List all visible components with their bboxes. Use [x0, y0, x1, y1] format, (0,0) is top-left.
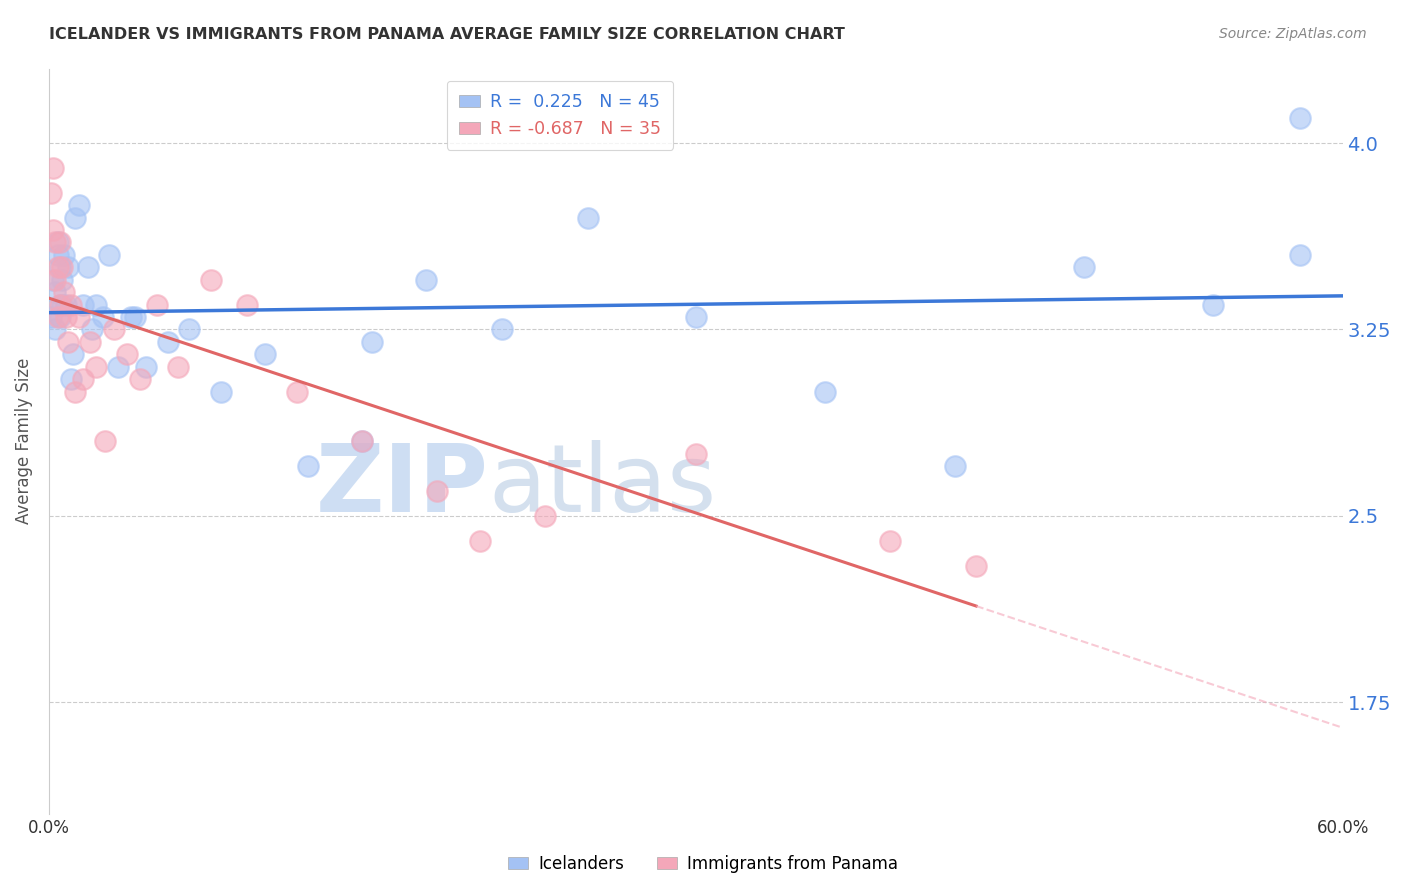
Point: [426, 483, 449, 498]
Point: [879, 533, 901, 548]
Point: [46, 235, 69, 250]
Point: [46, 260, 69, 275]
Point: [103, 322, 125, 336]
Point: [236, 297, 259, 311]
Point: [534, 508, 557, 523]
Point: [42, 223, 65, 237]
Point: [51, 297, 73, 311]
Point: [72, 372, 94, 386]
Legend: Icelanders, Immigrants from Panama: Icelanders, Immigrants from Panama: [501, 848, 905, 880]
Point: [124, 310, 146, 324]
Legend: R =  0.225   N = 45, R = -0.687   N = 35: R = 0.225 N = 45, R = -0.687 N = 35: [447, 81, 673, 150]
Point: [58, 260, 80, 275]
Point: [46, 310, 69, 324]
Text: ICELANDER VS IMMIGRANTS FROM PANAMA AVERAGE FAMILY SIZE CORRELATION CHART: ICELANDER VS IMMIGRANTS FROM PANAMA AVER…: [49, 27, 845, 42]
Point: [48, 235, 70, 250]
Point: [86, 297, 108, 311]
Point: [1073, 260, 1095, 275]
Point: [470, 533, 492, 548]
Point: [107, 359, 129, 374]
Point: [51, 260, 73, 275]
Point: [91, 310, 114, 324]
Text: Source: ZipAtlas.com: Source: ZipAtlas.com: [1219, 27, 1367, 41]
Point: [59, 297, 82, 311]
Point: [63, 211, 86, 225]
Point: [55, 297, 77, 311]
Point: [67, 310, 90, 324]
Point: [200, 273, 222, 287]
Point: [58, 334, 80, 349]
Y-axis label: Average Family Size: Average Family Size: [15, 358, 32, 524]
Point: [46, 248, 69, 262]
Point: [76, 260, 98, 275]
Point: [120, 310, 142, 324]
Point: [72, 297, 94, 311]
Text: ZIP: ZIP: [316, 440, 489, 532]
Point: [39, 310, 62, 324]
Point: [685, 447, 707, 461]
Point: [48, 297, 70, 311]
Point: [82, 322, 104, 336]
Point: [63, 384, 86, 399]
Point: [135, 359, 157, 374]
Point: [48, 310, 70, 324]
Point: [44, 235, 66, 250]
Point: [44, 285, 66, 300]
Point: [86, 359, 108, 374]
Point: [167, 359, 190, 374]
Text: atlas: atlas: [489, 440, 717, 532]
Point: [361, 334, 384, 349]
Point: [39, 186, 62, 200]
Point: [350, 434, 373, 449]
Point: [350, 434, 373, 449]
Point: [79, 334, 101, 349]
Point: [48, 260, 70, 275]
Point: [685, 310, 707, 324]
Point: [59, 372, 82, 386]
Point: [1288, 248, 1310, 262]
Point: [53, 285, 76, 300]
Point: [156, 334, 179, 349]
Point: [943, 459, 966, 474]
Point: [146, 297, 169, 311]
Point: [94, 434, 117, 449]
Point: [67, 198, 90, 212]
Point: [48, 297, 70, 311]
Point: [297, 459, 319, 474]
Point: [253, 347, 276, 361]
Point: [576, 211, 599, 225]
Point: [51, 273, 73, 287]
Point: [98, 248, 121, 262]
Point: [42, 161, 65, 175]
Point: [211, 384, 233, 399]
Point: [285, 384, 308, 399]
Point: [491, 322, 513, 336]
Point: [1288, 112, 1310, 126]
Point: [965, 558, 987, 573]
Point: [128, 372, 150, 386]
Point: [415, 273, 437, 287]
Point: [44, 322, 66, 336]
Point: [55, 310, 77, 324]
Point: [115, 347, 138, 361]
Point: [53, 248, 76, 262]
Point: [62, 347, 84, 361]
Point: [1202, 297, 1225, 311]
Point: [814, 384, 837, 399]
Point: [179, 322, 201, 336]
Point: [44, 273, 66, 287]
Point: [42, 273, 65, 287]
